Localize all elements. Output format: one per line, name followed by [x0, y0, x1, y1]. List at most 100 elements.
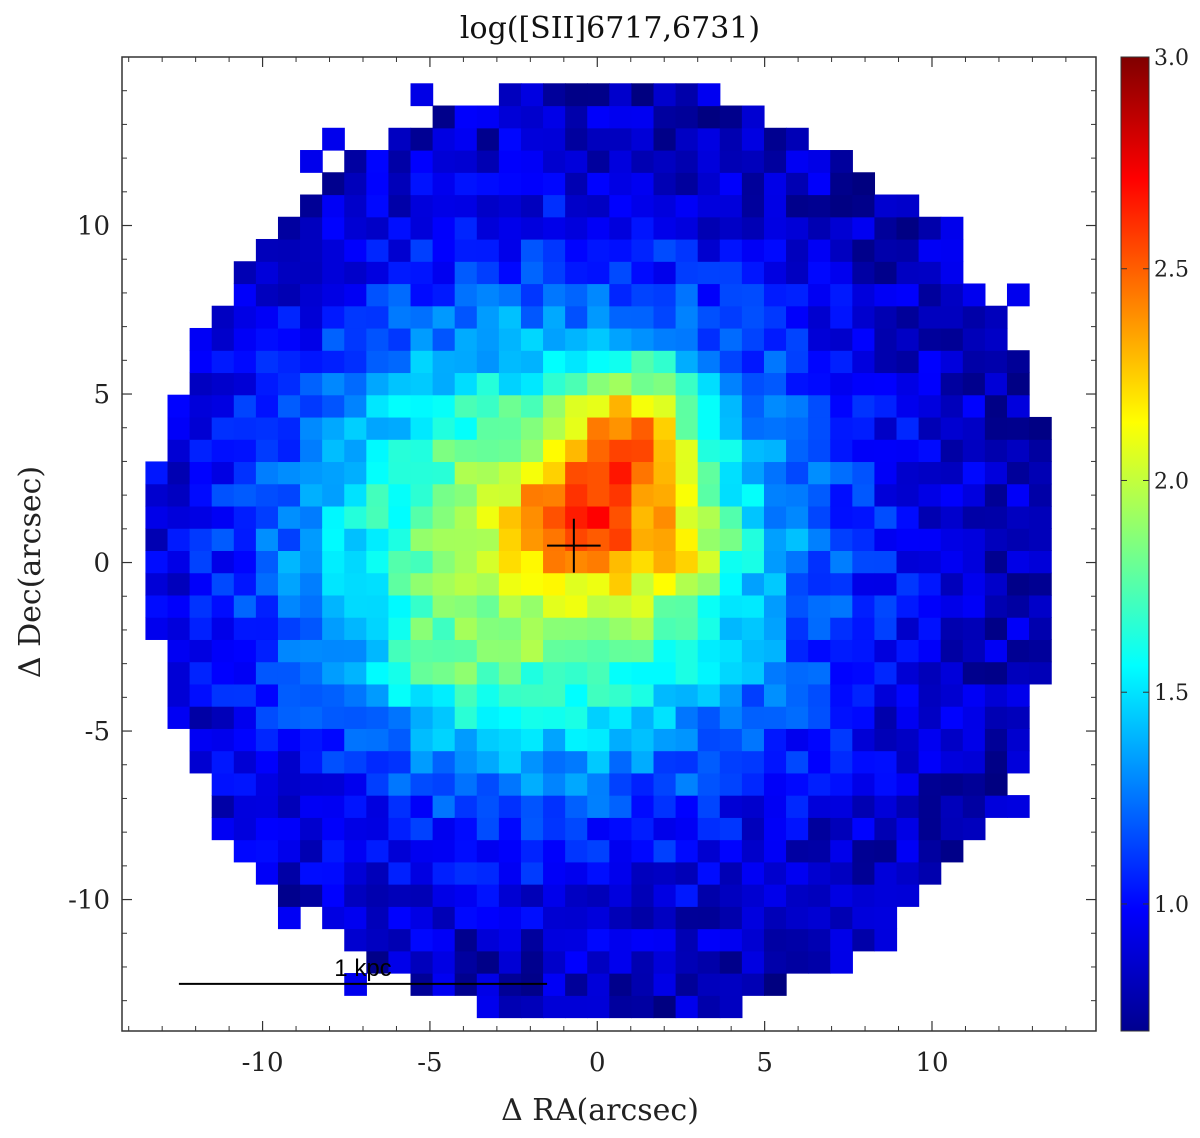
- heatmap-cell: [918, 750, 942, 774]
- heatmap-cell: [719, 439, 743, 463]
- heatmap-cell: [741, 928, 765, 952]
- heatmap-cell: [697, 261, 721, 285]
- heatmap-cell: [277, 238, 301, 262]
- heatmap-cell: [874, 639, 898, 663]
- heatmap-cell: [322, 728, 345, 752]
- heatmap-cell: [255, 772, 279, 796]
- heatmap-cell: [587, 394, 610, 418]
- heatmap-cell: [808, 439, 831, 463]
- heatmap-cell: [211, 416, 235, 440]
- heatmap-cell: [697, 639, 721, 663]
- heatmap-cell: [631, 861, 655, 885]
- heatmap-cell: [631, 683, 655, 707]
- heatmap-cell: [543, 305, 566, 329]
- heatmap-cell: [277, 572, 301, 596]
- heatmap-cell: [543, 172, 566, 196]
- heatmap-cell: [675, 327, 699, 351]
- heatmap-cell: [808, 550, 831, 574]
- heatmap-cell: [631, 483, 655, 507]
- heatmap-cell: [255, 261, 279, 285]
- heatmap-cell: [233, 528, 257, 551]
- heatmap-cell: [852, 728, 876, 752]
- heatmap-cell: [719, 661, 743, 685]
- heatmap-cell: [852, 928, 876, 952]
- heatmap-cell: [233, 750, 257, 774]
- y-tick-label: -5: [85, 717, 110, 747]
- heatmap-cell: [366, 238, 390, 262]
- heatmap-cell: [653, 995, 677, 1019]
- heatmap-cell: [277, 661, 301, 685]
- heatmap-cell: [344, 372, 367, 396]
- heatmap-cell: [1006, 505, 1030, 529]
- heatmap-cell: [962, 639, 986, 663]
- heatmap-cell: [366, 439, 390, 463]
- heatmap-cell: [366, 194, 390, 218]
- heatmap-cell: [786, 706, 809, 729]
- heatmap-cell: [808, 617, 831, 640]
- heatmap-cell: [763, 127, 787, 151]
- heatmap-cell: [277, 528, 301, 551]
- heatmap-cell: [498, 594, 522, 618]
- heatmap-cell: [719, 973, 743, 996]
- heatmap-cell: [233, 817, 257, 841]
- heatmap-cell: [255, 394, 279, 418]
- heatmap-cell: [476, 617, 500, 640]
- heatmap-cell: [609, 505, 633, 529]
- heatmap-cell: [322, 216, 345, 240]
- heatmap-cell: [366, 950, 390, 974]
- heatmap-cell: [697, 327, 721, 351]
- heatmap-cell: [366, 261, 390, 285]
- heatmap-cell: [1006, 750, 1030, 774]
- heatmap-cell: [388, 461, 412, 485]
- heatmap-cell: [741, 728, 765, 752]
- heatmap-cell: [410, 194, 434, 218]
- heatmap-cell: [763, 617, 787, 640]
- heatmap-cell: [719, 305, 743, 329]
- heatmap-cell: [167, 550, 191, 574]
- heatmap-cell: [852, 283, 876, 307]
- heatmap-cell: [587, 661, 610, 685]
- heatmap-cell: [388, 839, 412, 863]
- heatmap-cell: [852, 639, 876, 663]
- heatmap-cell: [322, 261, 345, 285]
- heatmap-cell: [233, 505, 257, 529]
- heatmap-cell: [543, 372, 566, 396]
- heatmap-cell: [852, 839, 876, 863]
- heatmap-cell: [454, 105, 478, 129]
- heatmap-cell: [388, 172, 412, 196]
- heatmap-cell: [763, 505, 787, 529]
- heatmap-cell: [808, 772, 831, 796]
- heatmap-cell: [565, 372, 588, 396]
- heatmap-cell: [432, 327, 456, 351]
- heatmap-cell: [940, 550, 964, 574]
- heatmap-cell: [300, 861, 323, 885]
- heatmap-cell: [233, 416, 257, 440]
- heatmap-cell: [653, 150, 677, 173]
- heatmap-cell: [388, 327, 412, 351]
- heatmap-cell: [918, 439, 942, 463]
- heatmap-cell: [874, 706, 898, 729]
- heatmap-cell: [984, 528, 1008, 551]
- heatmap-cell: [830, 261, 853, 285]
- heatmap-cell: [852, 327, 876, 351]
- heatmap-cell: [543, 194, 566, 218]
- heatmap-cell: [896, 372, 920, 396]
- heatmap-cell: [520, 505, 544, 529]
- heatmap-cell: [189, 394, 213, 418]
- heatmap-cell: [543, 795, 566, 818]
- heatmap-cell: [631, 995, 655, 1019]
- heatmap-cell: [167, 394, 191, 418]
- heatmap-cell: [211, 394, 235, 418]
- heatmap-cell: [697, 394, 721, 418]
- heatmap-cell: [432, 617, 456, 640]
- heatmap-cell: [476, 572, 500, 596]
- heatmap-cell: [1006, 661, 1030, 685]
- heatmap-cell: [918, 817, 942, 841]
- heatmap-cell: [631, 639, 655, 663]
- heatmap-cell: [454, 483, 478, 507]
- heatmap-cell: [918, 839, 942, 863]
- heatmap-cell: [1029, 550, 1052, 574]
- heatmap-cell: [852, 461, 876, 485]
- heatmap-cell: [808, 639, 831, 663]
- heatmap-cell: [543, 416, 566, 440]
